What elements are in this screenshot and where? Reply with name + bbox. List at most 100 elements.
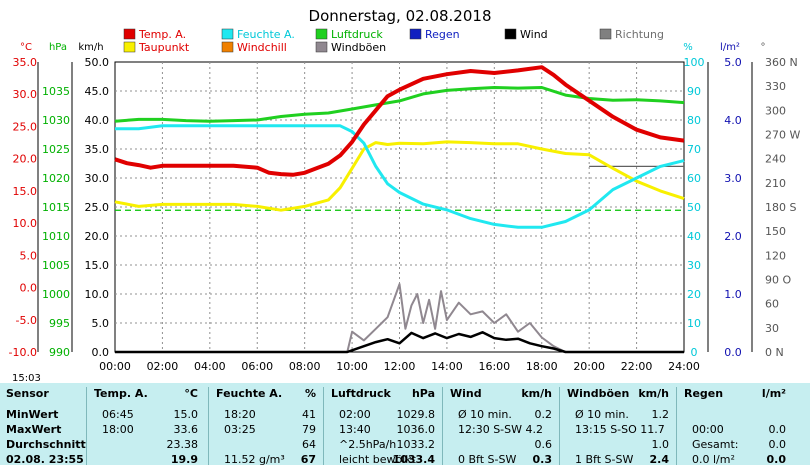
x-tick-label: 24:00 [668, 360, 700, 373]
rain-tick-label: 5.0 [724, 56, 742, 69]
table-column: Wind km/h Ø 10 min. 0.2 12:30 S-SW 4.2 0.6 0 B… [446, 383, 556, 466]
table-cell-label: 0 Bft S-SW [458, 453, 517, 466]
rain-tick-label: 1.0 [724, 288, 742, 301]
table-cell-label: 03:25 [224, 423, 256, 436]
wind_kmh-tick-label: 5.0 [92, 317, 110, 330]
row-label-column: Sensor MinWert MaxWert Durchschnitt 02.08. 2… [6, 383, 86, 466]
direction-axis-unit: ° [761, 42, 766, 53]
table-cell-label: 00:00 [692, 423, 724, 436]
statistics-table: Sensor MinWert MaxWert Durchschnitt 02.08. 2… [0, 383, 810, 466]
column-unit: hPa [411, 387, 435, 400]
legend-label: Temp. A. [138, 28, 186, 41]
column-header: Feuchte A. [216, 387, 283, 400]
column-unit: km/h [638, 387, 669, 400]
temp-axis-unit: °C [20, 42, 32, 53]
direction-tick-label: 240 [765, 153, 786, 166]
pressure_hpa-tick-label: 1000 [42, 288, 70, 301]
table-cell-value: 0.2 [534, 408, 553, 421]
table-cell-label: ^2.5hPa/h [339, 438, 397, 451]
direction-tick-label: 210 [765, 177, 786, 190]
temp_c-tick-label: -10.0 [9, 346, 37, 359]
wind_kmh-tick-label: 30.0 [85, 172, 110, 185]
legend-label: Luftdruck [331, 28, 383, 41]
table-cell-value: 79 [302, 423, 316, 436]
table-column: Luftdruck hPa 02:00 1029.8 13:40 1036.0 ^2.5hP… [327, 383, 439, 466]
wind_kmh-tick-label: 20.0 [85, 230, 110, 243]
column-unit: % [304, 387, 316, 400]
temp_c-tick-label: 10.0 [13, 217, 38, 230]
legend-label: Richtung [615, 28, 664, 41]
column-separator [208, 387, 209, 465]
x-tick-label: 10:00 [336, 360, 368, 373]
pressure-axis-unit: hPa [49, 42, 67, 53]
wind_kmh-tick-label: 40.0 [85, 114, 110, 127]
table-cell-value: 67 [300, 453, 316, 466]
humidity-tick-label: 30 [687, 259, 701, 272]
humidity-tick-label: 50 [687, 201, 701, 214]
direction-tick-label: 360 N [765, 56, 798, 69]
table-cell-label: Gesamt: [692, 438, 739, 451]
table-cell-label: Ø 10 min. [458, 408, 512, 421]
table-cell-value: 19.9 [170, 453, 198, 466]
direction-tick-label: 30 [765, 322, 779, 335]
table-cell-value: 23.38 [166, 438, 199, 451]
x-tick-label: 06:00 [241, 360, 273, 373]
table-cell-value: 15.0 [173, 408, 199, 421]
legend-label: Taupunkt [138, 41, 190, 54]
column-header: Temp. A. [94, 387, 148, 400]
table-cell-label: leicht bewölkt [339, 453, 416, 466]
table-cell-label: 18:00 [102, 423, 134, 436]
direction-tick-label: 330 [765, 80, 786, 93]
humidity-tick-label: 80 [687, 114, 701, 127]
table-cell-label: 18:20 [224, 408, 256, 421]
legend-label: Regen [425, 28, 460, 41]
legend-swatch [315, 28, 328, 40]
rain-tick-label: 3.0 [724, 172, 742, 185]
wind_kmh-tick-label: 50.0 [85, 56, 110, 69]
column-header: Wind [450, 387, 482, 400]
chart-title: Donnerstag, 02.08.2018 [309, 7, 492, 25]
weather-chart: Donnerstag, 02.08.2018 Temp. A. Feuchte A… [9, 7, 801, 383]
direction-tick-label: 60 [765, 298, 779, 311]
humidity-axis-unit: % [683, 42, 693, 53]
direction-tick-label: 270 W [765, 129, 800, 142]
rain-axis-unit: l/m² [720, 42, 740, 53]
humidity-tick-label: 90 [687, 85, 701, 98]
pressure_hpa-tick-label: 1005 [42, 259, 70, 272]
direction-tick-label: 180 S [765, 201, 796, 214]
direction-tick-label: 300 [765, 104, 786, 117]
temp_c-tick-label: 15.0 [13, 185, 38, 198]
table-cell-value: 1033.2 [396, 438, 436, 451]
x-tick-label: 12:00 [384, 360, 416, 373]
x-tick-label: 16:00 [478, 360, 510, 373]
legend-swatch [504, 28, 517, 40]
table-cell-label: 13:15 S-SO 11.7 [575, 423, 665, 436]
column-separator [86, 387, 87, 465]
pressure_hpa-tick-label: 1010 [42, 230, 70, 243]
table-cell-label: 06:45 [102, 408, 134, 421]
humidity-tick-label: 10 [687, 317, 701, 330]
table-cell-value: 0.0 [768, 438, 787, 451]
rain-tick-label: 0.0 [724, 346, 742, 359]
wind_kmh-tick-label: 45.0 [85, 85, 110, 98]
column-header: Luftdruck [331, 387, 391, 400]
legend-swatch [599, 28, 612, 40]
temp_c-tick-label: 35.0 [13, 56, 38, 69]
direction-tick-label: 90 O [765, 274, 791, 287]
row-label: Durchschnitt [6, 438, 86, 451]
humidity-tick-label: 0 [691, 346, 698, 359]
wind_kmh-tick-label: 10.0 [85, 288, 110, 301]
legend-swatch [409, 28, 422, 40]
series-line-taupunkt [114, 140, 685, 212]
chart-plot-area [114, 65, 685, 354]
humidity-tick-label: 100 [684, 56, 705, 69]
pressure_hpa-tick-label: 995 [49, 317, 70, 330]
table-cell-label: 11.52 g/m³ [224, 453, 285, 466]
rain-tick-label: 2.0 [724, 230, 742, 243]
table-cell-label: 02:00 [339, 408, 371, 421]
pressure_hpa-tick-label: 1035 [42, 85, 70, 98]
legend-label: Windböen [331, 41, 386, 54]
wind-axis-unit: km/h [78, 42, 103, 53]
temp_c-tick-label: 20.0 [13, 153, 38, 166]
x-tick-label: 02:00 [147, 360, 179, 373]
